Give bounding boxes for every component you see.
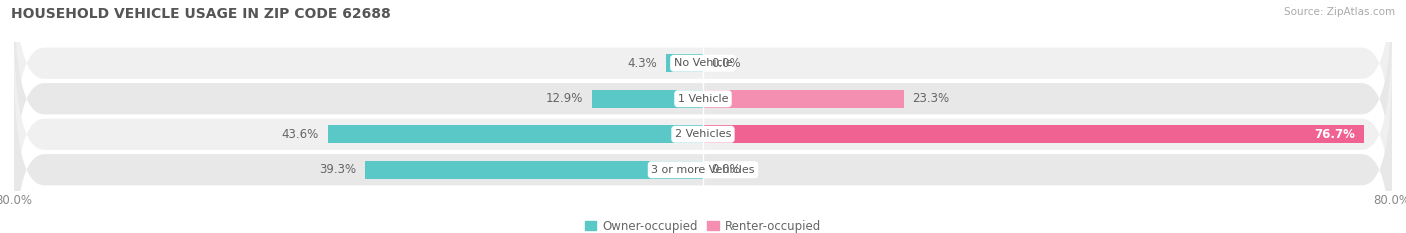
Text: HOUSEHOLD VEHICLE USAGE IN ZIP CODE 62688: HOUSEHOLD VEHICLE USAGE IN ZIP CODE 6268…: [11, 7, 391, 21]
FancyBboxPatch shape: [14, 0, 1392, 207]
Bar: [703, 125, 1364, 144]
Legend: Owner-occupied, Renter-occupied: Owner-occupied, Renter-occupied: [579, 215, 827, 233]
Text: 39.3%: 39.3%: [319, 163, 356, 176]
FancyBboxPatch shape: [14, 61, 1392, 233]
Text: 3 or more Vehicles: 3 or more Vehicles: [651, 165, 755, 175]
FancyBboxPatch shape: [14, 26, 1392, 233]
Text: Source: ZipAtlas.com: Source: ZipAtlas.com: [1284, 7, 1395, 17]
Bar: [703, 89, 904, 108]
Bar: [328, 125, 703, 144]
Text: 43.6%: 43.6%: [281, 128, 319, 141]
Text: No Vehicle: No Vehicle: [673, 58, 733, 68]
Text: 2 Vehicles: 2 Vehicles: [675, 129, 731, 139]
Bar: [364, 161, 703, 179]
Text: 23.3%: 23.3%: [912, 92, 949, 105]
Text: 0.0%: 0.0%: [711, 163, 741, 176]
Bar: [592, 89, 703, 108]
FancyBboxPatch shape: [14, 0, 1392, 172]
Bar: [666, 54, 703, 72]
Text: 12.9%: 12.9%: [546, 92, 583, 105]
Text: 0.0%: 0.0%: [711, 57, 741, 70]
Text: 4.3%: 4.3%: [627, 57, 658, 70]
Text: 76.7%: 76.7%: [1315, 128, 1355, 141]
Text: 1 Vehicle: 1 Vehicle: [678, 94, 728, 104]
